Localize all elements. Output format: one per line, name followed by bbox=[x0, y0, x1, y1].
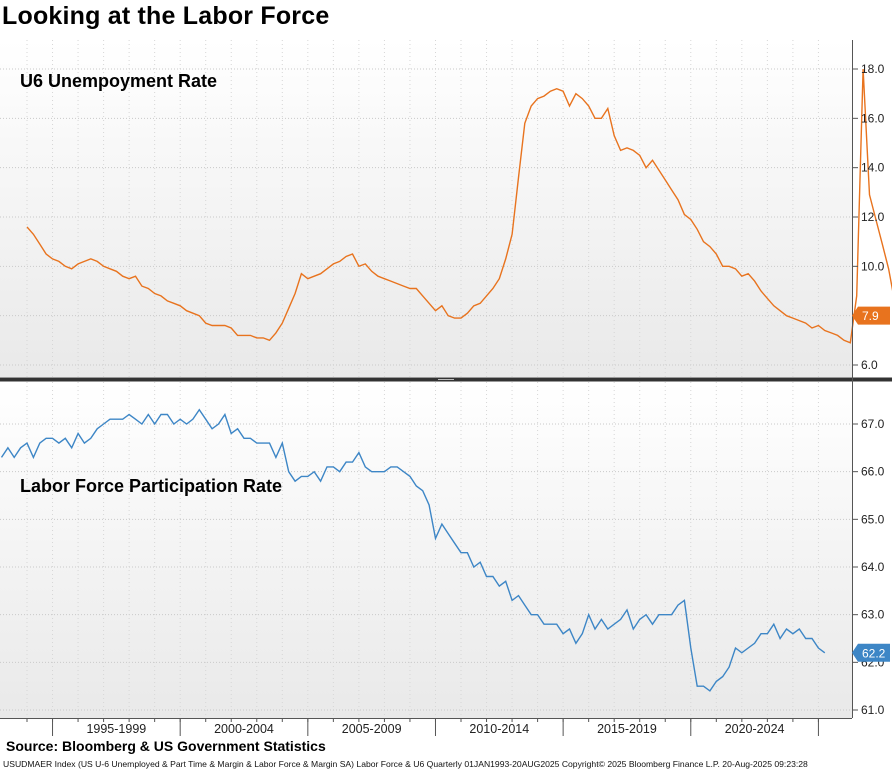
u6-last-value-label: 7.9 bbox=[862, 309, 879, 323]
x-axis: 1995-1999 2000-2004 2005-2009 2010-2014 2015… bbox=[26, 718, 819, 736]
lfpr-tick-label: 67.0 bbox=[861, 417, 885, 431]
u6-tick-label: 6.0 bbox=[861, 358, 878, 372]
last-value-tags: 7.9 62.2 bbox=[852, 306, 890, 662]
u6-panel-label: U6 Unempoyment Rate bbox=[20, 71, 217, 91]
lfpr-last-value-tag bbox=[852, 643, 890, 662]
footer-text: USUDMAER Index (US U-6 Unemployed & Part… bbox=[3, 759, 808, 769]
top-panel-gridlines bbox=[0, 68, 852, 366]
u6-series-line bbox=[26, 68, 892, 344]
u6-tick-label: 18.0 bbox=[861, 62, 885, 76]
bottom-panel-background bbox=[0, 382, 852, 718]
u6-tick-label: 16.0 bbox=[861, 111, 885, 125]
lfpr-series-line bbox=[0, 408, 826, 692]
x-tick-label: 2015-2019 bbox=[597, 722, 657, 736]
lfpr-tick-label: 61.0 bbox=[861, 703, 885, 717]
top-panel-background bbox=[0, 40, 852, 377]
lfpr-tick-label: 65.0 bbox=[861, 512, 885, 526]
source-note: Source: Bloomberg & US Government Statis… bbox=[6, 738, 326, 754]
lfpr-y-axis: 61.062.063.064.065.066.067.0 bbox=[852, 417, 885, 717]
chart-title: Looking at the Labor Force bbox=[2, 2, 330, 30]
u6-tick-label: 10.0 bbox=[861, 259, 885, 273]
vertical-gridlines bbox=[26, 40, 819, 718]
lfpr-tick-label: 64.0 bbox=[861, 560, 885, 574]
x-tick-label: 2000-2004 bbox=[214, 722, 274, 736]
x-tick-label: 1995-1999 bbox=[86, 722, 146, 736]
x-tick-label: 2020-2024 bbox=[725, 722, 785, 736]
u6-tick-label: 12.0 bbox=[861, 210, 885, 224]
u6-y-axis: 6.08.010.012.014.016.018.0 bbox=[852, 62, 885, 372]
x-tick-label: 2010-2014 bbox=[469, 722, 529, 736]
lfpr-panel-label: Labor Force Participation Rate bbox=[20, 476, 282, 496]
x-tick-label: 2005-2009 bbox=[342, 722, 402, 736]
lfpr-tick-label: 66.0 bbox=[861, 465, 885, 479]
lfpr-last-value-label: 62.2 bbox=[862, 646, 886, 660]
lfpr-tick-label: 63.0 bbox=[861, 608, 885, 622]
u6-tick-label: 14.0 bbox=[861, 161, 885, 175]
u6-last-value-tag bbox=[852, 306, 890, 325]
